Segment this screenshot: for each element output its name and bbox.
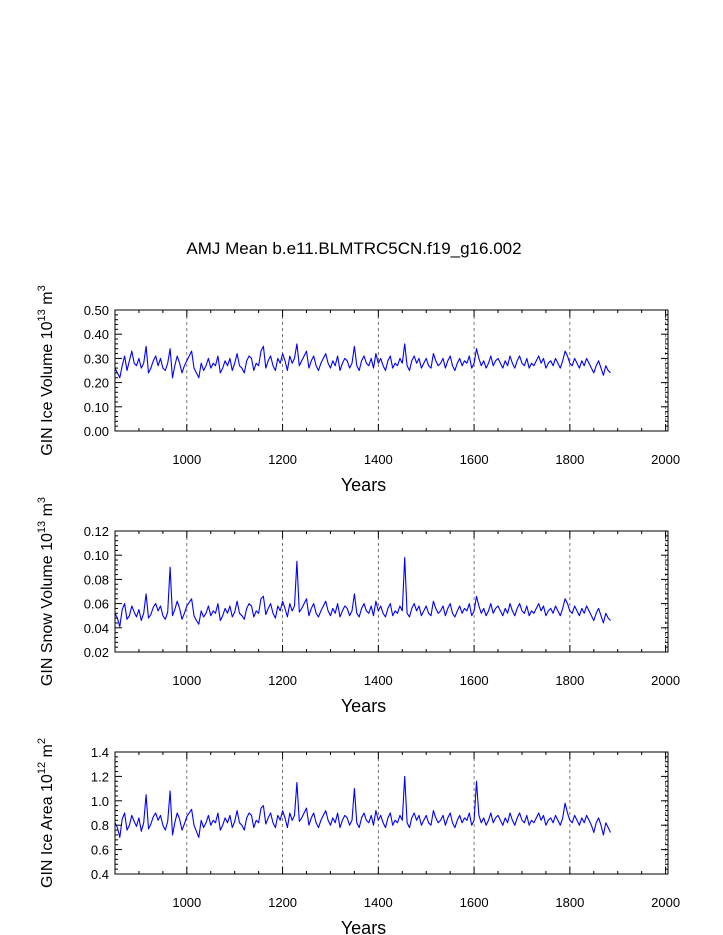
plot-frame — [114, 530, 669, 653]
y-tick-label: 0.02 — [84, 645, 109, 660]
y-tick-label: 0.20 — [84, 376, 109, 391]
y-tick-label: 0.40 — [84, 327, 109, 342]
y-tick-label: 0.6 — [91, 843, 109, 858]
y-tick-label: 0.30 — [84, 351, 109, 366]
y-tick-label: 0.04 — [84, 621, 109, 636]
x-tick-label: 1200 — [268, 673, 297, 688]
y-axis-label: GIN Snow Volume 1013 m3 — [36, 497, 56, 686]
y-tick-label: 0.8 — [91, 818, 109, 833]
y-tick-label: 1.0 — [91, 794, 109, 809]
chart-panel-1: 1000 1200 1400 1600 1800 2000 0.00 0.10 0.20 0.30… — [36, 285, 680, 495]
series-line — [114, 775, 611, 838]
x-axis-label: Years — [341, 696, 386, 716]
chart-panel-2: 1000 1200 1400 1600 1800 2000 0.02 0.04 0.06 0.08… — [36, 497, 680, 716]
chart-panels: 1000 1200 1400 1600 1800 2000 0.00 0.10 0.20 0.30… — [36, 285, 680, 935]
y-tick-label: 0.08 — [84, 572, 109, 587]
y-axis-label: GIN Ice Volume 1013 m3 — [36, 285, 56, 455]
x-tick-label: 2000 — [651, 673, 680, 688]
plot-frame — [114, 751, 669, 875]
series-line — [114, 557, 611, 628]
y-tick-label: 1.2 — [91, 769, 109, 784]
x-axis-label: Years — [341, 918, 386, 935]
y-tick-label: 0.50 — [84, 303, 109, 318]
x-tick-label: 1800 — [555, 895, 584, 910]
x-tick-label: 1600 — [460, 673, 489, 688]
x-tick-label: 1600 — [460, 452, 489, 467]
x-tick-label: 1400 — [364, 452, 393, 467]
x-tick-label: 2000 — [651, 895, 680, 910]
y-axis-label: GIN Ice Area 1012 m2 — [36, 738, 56, 888]
x-tick-label: 1400 — [364, 895, 393, 910]
plot-frame — [114, 309, 669, 432]
series-line — [114, 343, 611, 379]
y-tick-label: 0.12 — [84, 524, 109, 539]
x-tick-label: 1000 — [172, 452, 201, 467]
chart-panel-3: 1000 1200 1400 1600 1800 2000 0.4 0.6 0.8 1.0 1.2 1… — [36, 738, 680, 935]
chart-title: AMJ Mean b.e11.BLMTRC5CN.f19_g16.002 — [186, 239, 521, 258]
y-tick-label: 0.06 — [84, 597, 109, 612]
x-tick-label: 1200 — [268, 895, 297, 910]
x-tick-label: 1200 — [268, 452, 297, 467]
x-tick-label: 1800 — [555, 452, 584, 467]
x-tick-label: 1600 — [460, 895, 489, 910]
x-tick-label: 1800 — [555, 673, 584, 688]
x-tick-label: 1000 — [172, 673, 201, 688]
x-tick-label: 2000 — [651, 452, 680, 467]
y-tick-label: 1.4 — [91, 745, 109, 760]
y-tick-label: 0.00 — [84, 424, 109, 439]
y-tick-label: 0.10 — [84, 400, 109, 415]
y-tick-label: 0.10 — [84, 548, 109, 563]
x-tick-label: 1400 — [364, 673, 393, 688]
y-tick-label: 0.4 — [91, 867, 109, 882]
x-axis-label: Years — [341, 475, 386, 495]
x-tick-label: 1000 — [172, 895, 201, 910]
